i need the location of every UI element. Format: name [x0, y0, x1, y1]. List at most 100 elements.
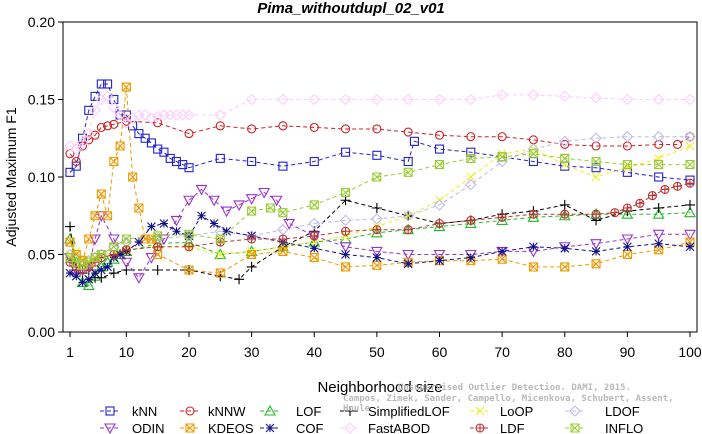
data-point [71, 271, 81, 281]
data-point [372, 225, 382, 235]
data-point [496, 214, 509, 225]
data-point [685, 132, 695, 142]
data-point [466, 153, 476, 163]
data-point [652, 93, 665, 106]
legend-item: LDOF [565, 404, 640, 419]
data-point [153, 249, 163, 260]
data-point [165, 153, 175, 163]
data-point [65, 221, 75, 232]
data-point [90, 268, 100, 278]
legend-label: SimplifiedLOF [368, 404, 450, 419]
data-point [247, 249, 257, 260]
y-tick-label: 0.15 [28, 92, 55, 108]
data-point [96, 249, 106, 260]
data-point [121, 245, 131, 255]
axes: 1 10 20 30 40 50 60 70 80 90 100 0.00 0.05 0.10 0.15 0.… [28, 14, 702, 360]
data-point [497, 152, 507, 162]
legend-label: LDF [500, 421, 525, 434]
data-point [558, 209, 571, 221]
data-point [214, 109, 227, 121]
data-point [341, 262, 351, 272]
legend-label: KDEOS [208, 421, 254, 434]
data-point [528, 209, 538, 219]
data-point [590, 92, 602, 104]
x-tick-label: 30 [244, 344, 260, 360]
x-tick-label: 80 [557, 344, 573, 360]
data-point [278, 208, 288, 218]
data-point [159, 147, 169, 157]
data-point [134, 237, 144, 247]
data-point [89, 104, 101, 117]
data-point [496, 89, 508, 101]
legend-marker [265, 423, 275, 433]
data-point [341, 226, 351, 236]
data-point [82, 279, 95, 291]
legend-item: LoOP [470, 404, 533, 419]
y-axis-label: Adjusted Maximum F1 [3, 107, 19, 246]
data-point [115, 141, 125, 151]
data-point [103, 79, 113, 89]
data-point [234, 274, 245, 285]
x-tick-label: 20 [181, 344, 197, 360]
data-point [591, 209, 601, 219]
chart-title: Pima_withoutdupl_02_v01 [257, 0, 445, 17]
data-point [178, 160, 188, 170]
data-point [433, 93, 446, 106]
data-point [339, 242, 352, 253]
series-line [69, 120, 691, 163]
data-point [115, 110, 125, 120]
legend-item: FastABOD [340, 421, 430, 434]
data-point [591, 141, 601, 151]
data-point [140, 133, 150, 143]
legend-label: LoOP [500, 404, 533, 419]
data-point [621, 234, 634, 246]
data-point [132, 273, 145, 284]
data-point [183, 195, 195, 207]
data-point [96, 265, 106, 275]
data-point [309, 243, 319, 253]
legend-item: kNNW [180, 404, 246, 419]
x-tick-label: 1 [66, 344, 74, 360]
data-point [247, 206, 257, 216]
legend: kNN kNNW LOF SimplifiedLOF LoOP LDOF ODIN KDEOS… [100, 404, 643, 434]
data-point [685, 199, 695, 210]
series-line [69, 87, 691, 274]
data-point [621, 93, 634, 106]
data-point [209, 219, 219, 228]
data-point [283, 218, 296, 230]
legend-item: COF [260, 421, 324, 434]
data-point [108, 101, 120, 114]
data-point [591, 259, 601, 269]
data-point [153, 144, 163, 154]
data-point [247, 234, 257, 244]
series-COF [65, 211, 695, 287]
data-point [402, 209, 414, 222]
data-point [433, 199, 446, 211]
data-point [70, 143, 83, 155]
data-point [71, 156, 81, 167]
data-point [278, 246, 288, 256]
legend-item: LDF [470, 421, 525, 434]
legend-marker [185, 406, 195, 416]
data-point [684, 130, 696, 143]
legend-label: COF [296, 421, 324, 434]
legend-label: LOF [296, 404, 321, 419]
data-point [402, 249, 415, 261]
data-point [101, 90, 114, 103]
data-point [654, 172, 664, 182]
series-line [69, 188, 690, 279]
data-point [372, 253, 382, 262]
data-point [622, 249, 632, 260]
data-point [172, 226, 181, 236]
data-point [184, 229, 194, 239]
series-line [69, 94, 690, 150]
data-point [372, 150, 382, 160]
data-point [341, 187, 351, 198]
data-point [170, 215, 183, 227]
data-point [265, 203, 275, 213]
data-point [153, 242, 163, 252]
legend-marker [475, 406, 485, 416]
data-point [84, 234, 94, 244]
data-point [370, 226, 383, 238]
